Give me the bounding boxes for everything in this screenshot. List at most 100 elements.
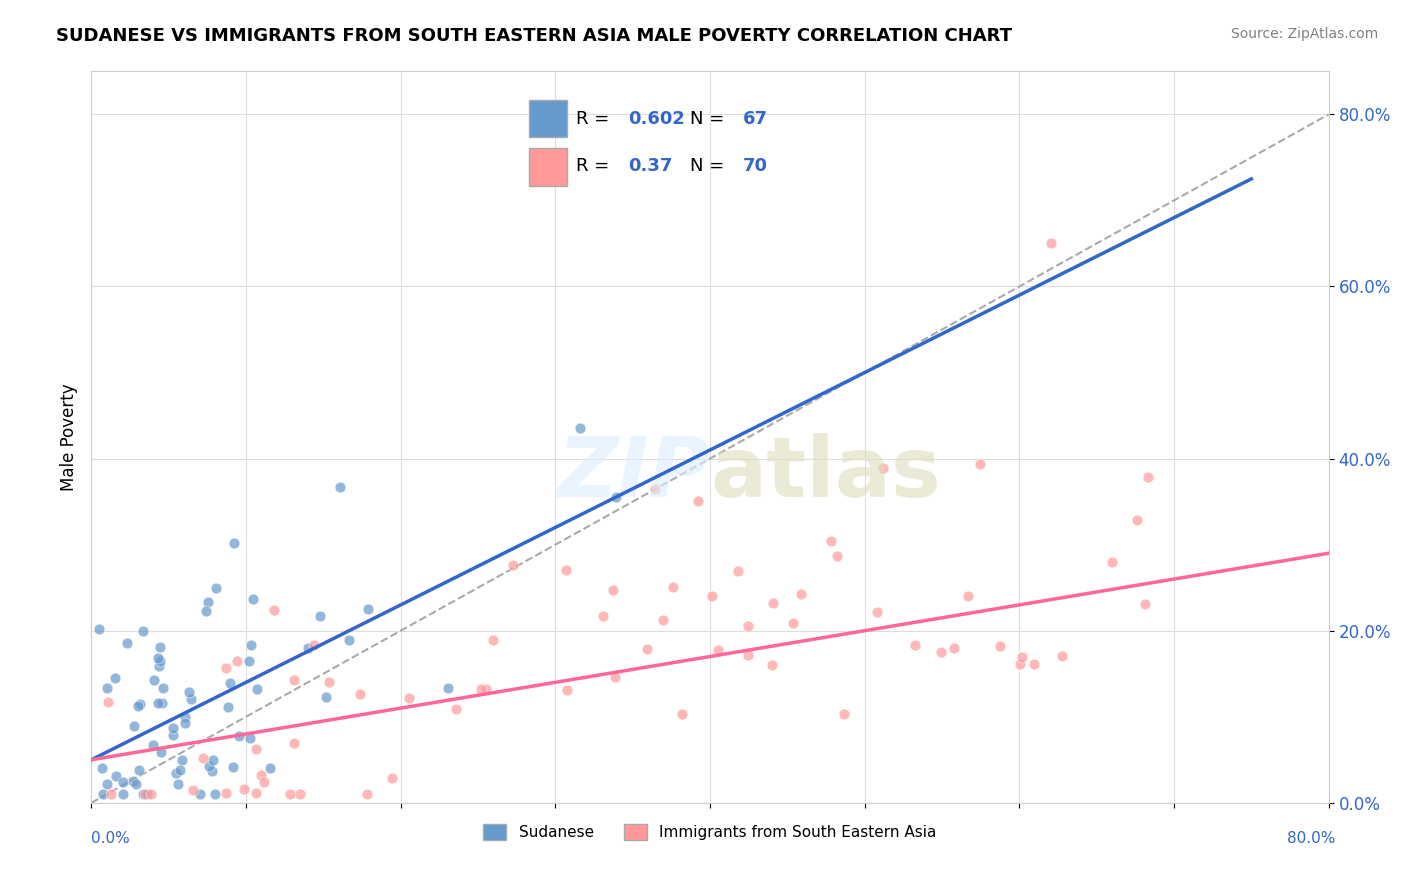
Point — [217, 700, 239, 714]
Point — [104, 671, 127, 685]
Point — [290, 787, 312, 801]
Point — [100, 787, 122, 801]
Point — [865, 605, 887, 619]
Text: 0.0%: 0.0% — [91, 831, 131, 846]
Point — [969, 457, 991, 471]
Point — [148, 659, 170, 673]
Point — [112, 787, 135, 801]
Point — [555, 563, 578, 577]
Point — [239, 638, 262, 652]
Point — [246, 682, 269, 697]
Point — [727, 564, 749, 578]
Point — [204, 787, 226, 801]
Point — [737, 619, 759, 633]
Point — [280, 787, 302, 801]
Point — [737, 648, 759, 662]
Point — [239, 731, 262, 745]
Point — [112, 775, 135, 789]
Point — [136, 787, 159, 801]
Text: 80.0%: 80.0% — [1288, 831, 1336, 846]
Text: 67: 67 — [742, 111, 768, 128]
Point — [146, 650, 169, 665]
Point — [557, 682, 579, 697]
Point — [707, 642, 730, 657]
Point — [957, 589, 980, 603]
Point — [782, 615, 804, 630]
Point — [128, 697, 150, 711]
Point — [105, 769, 128, 783]
Point — [198, 758, 221, 772]
Point — [91, 761, 114, 775]
Point — [470, 681, 492, 696]
Point — [127, 699, 149, 714]
Point — [170, 753, 193, 767]
Point — [263, 603, 285, 617]
Point — [205, 582, 228, 596]
Point — [349, 687, 371, 701]
Point — [761, 657, 783, 672]
Point — [219, 676, 242, 690]
Point — [356, 787, 378, 801]
Point — [820, 533, 842, 548]
Text: 0.37: 0.37 — [628, 157, 673, 175]
Point — [825, 549, 848, 563]
Point — [652, 613, 675, 627]
Point — [150, 745, 173, 759]
Point — [398, 690, 420, 705]
Point — [122, 773, 145, 788]
Point — [872, 460, 894, 475]
Point — [671, 707, 693, 722]
Point — [134, 787, 156, 801]
Legend: Sudanese, Immigrants from South Eastern Asia: Sudanese, Immigrants from South Eastern … — [477, 818, 943, 847]
Point — [592, 608, 614, 623]
Point — [201, 764, 224, 779]
Point — [245, 786, 267, 800]
Point — [988, 639, 1011, 653]
Point — [132, 787, 155, 801]
Text: SUDANESE VS IMMIGRANTS FROM SOUTH EASTERN ASIA MALE POVERTY CORRELATION CHART: SUDANESE VS IMMIGRANTS FROM SOUTH EASTER… — [56, 27, 1012, 45]
Point — [482, 633, 505, 648]
Text: N =: N = — [690, 111, 730, 128]
Point — [215, 786, 238, 800]
Point — [143, 673, 166, 688]
Point — [636, 642, 658, 657]
Point — [297, 641, 319, 656]
Point — [115, 636, 138, 650]
Point — [790, 587, 813, 601]
Point — [128, 763, 150, 777]
Point — [337, 632, 360, 647]
Text: ZIP: ZIP — [557, 434, 710, 514]
Point — [1133, 597, 1156, 611]
Point — [162, 721, 184, 735]
Point — [197, 595, 219, 609]
Point — [1010, 657, 1032, 671]
Point — [700, 589, 723, 603]
Point — [762, 596, 785, 610]
Point — [132, 624, 155, 638]
Point — [943, 641, 966, 656]
Point — [357, 602, 380, 616]
Point — [125, 777, 148, 791]
Point — [238, 654, 260, 668]
Point — [224, 536, 246, 550]
Point — [569, 421, 592, 435]
Point — [1024, 657, 1046, 671]
Point — [228, 729, 250, 743]
Point — [194, 603, 217, 617]
Point — [605, 670, 627, 684]
FancyBboxPatch shape — [530, 100, 567, 137]
Point — [904, 638, 927, 652]
Point — [309, 609, 332, 624]
Point — [149, 654, 172, 668]
Point — [169, 763, 191, 777]
Point — [1126, 513, 1149, 527]
Point — [193, 750, 215, 764]
Point — [381, 771, 404, 785]
Point — [222, 759, 245, 773]
Point — [1052, 649, 1074, 664]
Point — [245, 742, 267, 756]
Point — [165, 766, 187, 780]
Point — [146, 696, 169, 710]
Point — [93, 787, 115, 801]
Point — [602, 583, 624, 598]
